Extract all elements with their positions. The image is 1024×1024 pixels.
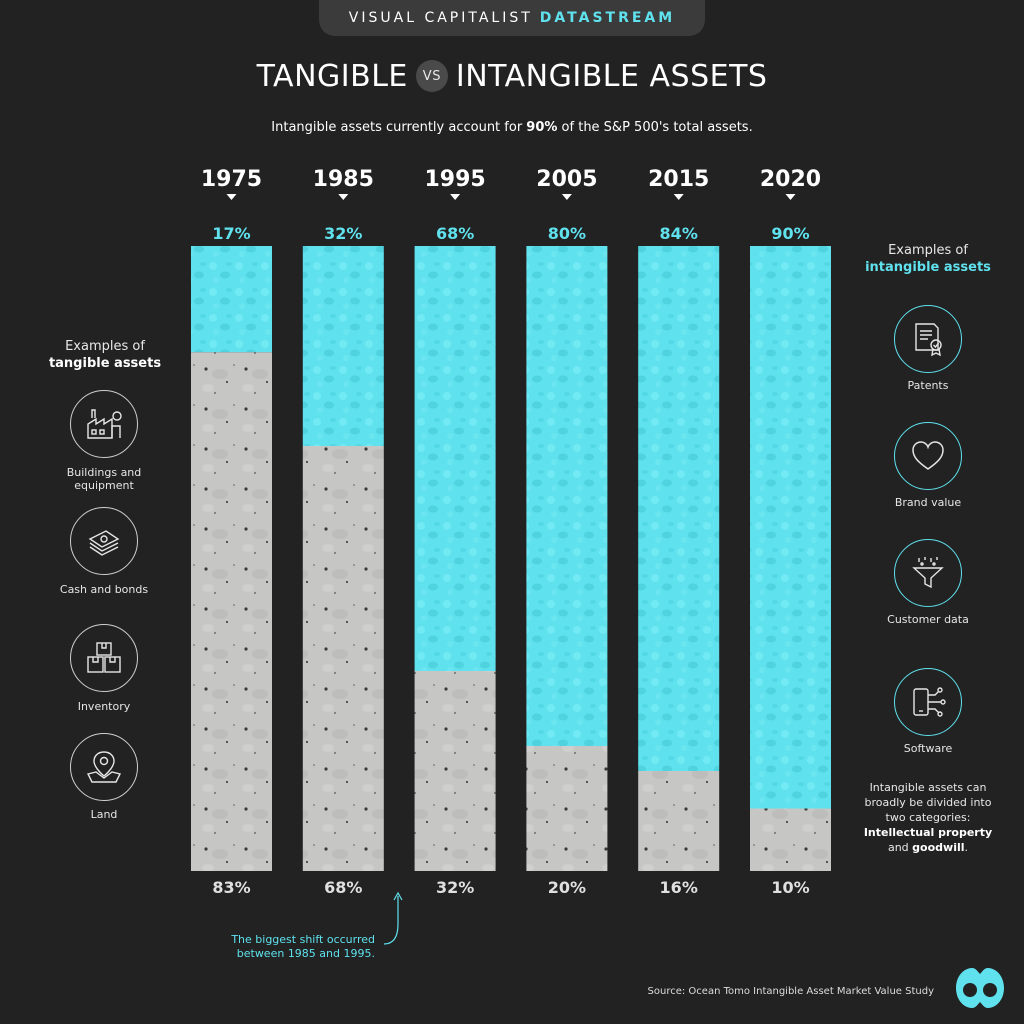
tangible-percent-label: 83% xyxy=(212,878,250,897)
boxes-icon xyxy=(70,624,138,692)
year-label: 1975 xyxy=(201,167,262,192)
tangible-heading-line1: Examples of xyxy=(65,339,145,354)
tangible-heading-line2: tangible assets xyxy=(48,356,162,371)
intangible-heading-line2: intangible assets xyxy=(865,260,991,275)
shift-arrow xyxy=(383,891,403,945)
year-label: 1985 xyxy=(313,167,374,192)
tangible-label-land: Land xyxy=(90,808,118,821)
intangible-bar-segment xyxy=(638,246,720,771)
shift-note: The biggest shift occurred between 1985 … xyxy=(231,933,375,960)
intangible-heading-line1: Examples of xyxy=(888,243,968,258)
heart-icon xyxy=(894,422,962,490)
tangible-bar-segment xyxy=(302,446,384,871)
caret-down-icon xyxy=(561,194,572,200)
caret-down-icon xyxy=(226,194,237,200)
brand-name: VISUAL CAPITALIST xyxy=(348,10,533,26)
tangible-item-buildings xyxy=(70,390,138,458)
caret-down-icon xyxy=(785,194,796,200)
intangible-label-customer-data: Customer data xyxy=(887,613,969,626)
intangible-label-brand: Brand value xyxy=(894,496,962,509)
intangible-item-brand xyxy=(894,422,962,490)
tangible-label-buildings: Buildings and equipment xyxy=(66,466,142,492)
year-label: 2015 xyxy=(648,167,709,192)
tangible-bar-segment xyxy=(191,352,272,871)
note-mid: and xyxy=(887,841,913,854)
brand-accent: DATASTREAM xyxy=(539,10,676,26)
tangible-percent-label: 68% xyxy=(324,878,362,897)
intangible-percent-label: 32% xyxy=(324,224,362,243)
year-label: 2005 xyxy=(536,167,597,192)
caret-down-icon xyxy=(338,194,349,200)
title-right: INTANGIBLE ASSETS xyxy=(455,58,768,94)
brand-logo-icon xyxy=(956,968,1004,1008)
note-bold-goodwill: goodwill xyxy=(912,841,965,854)
intangible-percent-label: 84% xyxy=(660,224,698,243)
certificate-icon xyxy=(894,305,962,373)
intangible-examples-heading: Examples of intangible assets xyxy=(858,242,998,276)
tangible-item-cash xyxy=(70,507,138,575)
intangible-label-software: Software xyxy=(903,742,953,755)
cash-icon xyxy=(70,507,138,575)
intangible-bar-segment xyxy=(191,246,272,353)
bars-group: 1975 17% 83% 1985 32% 68% 1995 68% 32% 2005 80% 20%… xyxy=(191,167,831,897)
intangible-item-software xyxy=(894,668,962,736)
tangible-bar-segment xyxy=(526,746,608,871)
intangible-item-customer-data xyxy=(894,539,962,607)
intangible-label-patents: Patents xyxy=(907,379,949,392)
tangible-percent-label: 32% xyxy=(436,878,474,897)
intangible-percent-label: 80% xyxy=(548,224,586,243)
tangible-percent-label: 10% xyxy=(771,878,809,897)
note-pre: Intangible assets can broadly be divided… xyxy=(864,781,992,824)
subtitle-post: of the S&P 500's total assets. xyxy=(557,120,753,135)
factory-icon xyxy=(70,390,138,458)
intangible-percent-label: 17% xyxy=(212,224,250,243)
source-note: Source: Ocean Tomo Intangible Asset Mark… xyxy=(647,986,934,997)
phone-network-icon xyxy=(894,668,962,736)
intangible-bar-segment xyxy=(414,246,496,671)
subtitle-pre: Intangible assets currently account for xyxy=(271,120,527,135)
tangible-percent-label: 16% xyxy=(660,878,698,897)
intangible-bar-segment xyxy=(526,246,608,746)
caret-down-icon xyxy=(673,194,684,200)
brand-tab: VISUAL CAPITALIST DATASTREAM xyxy=(319,0,705,36)
tangible-label-inventory: Inventory xyxy=(77,700,131,713)
note-post: . xyxy=(964,841,969,854)
tangible-item-land xyxy=(70,733,138,801)
tangible-bar-segment xyxy=(414,671,496,871)
intangible-percent-label: 68% xyxy=(436,224,474,243)
tangible-percent-label: 20% xyxy=(548,878,586,897)
intangible-percent-label: 90% xyxy=(771,224,809,243)
vs-badge: VS xyxy=(415,60,448,92)
intangible-bar-segment xyxy=(302,246,384,446)
tangible-label-cash: Cash and bonds xyxy=(59,583,149,596)
funnel-icon xyxy=(894,539,962,607)
intangible-item-patents xyxy=(894,305,962,373)
map-pin-icon xyxy=(70,733,138,801)
title-left: TANGIBLE xyxy=(256,58,408,94)
tangible-examples-heading: Examples of tangible assets xyxy=(40,338,170,372)
tangible-item-inventory xyxy=(70,624,138,692)
tangible-bar-segment xyxy=(638,771,720,871)
year-label: 2020 xyxy=(760,167,821,192)
tangible-bar-segment xyxy=(750,808,831,871)
note-bold-ip: Intellectual property xyxy=(863,826,993,839)
page-title: TANGIBLE VS INTANGIBLE ASSETS xyxy=(0,56,1024,96)
caret-down-icon xyxy=(450,194,461,200)
intangible-bar-segment xyxy=(750,246,831,809)
categories-note: Intangible assets can broadly be divided… xyxy=(858,780,998,855)
subtitle-bold: 90% xyxy=(526,120,558,135)
subtitle: Intangible assets currently account for … xyxy=(0,120,1024,135)
year-label: 1995 xyxy=(424,167,485,192)
